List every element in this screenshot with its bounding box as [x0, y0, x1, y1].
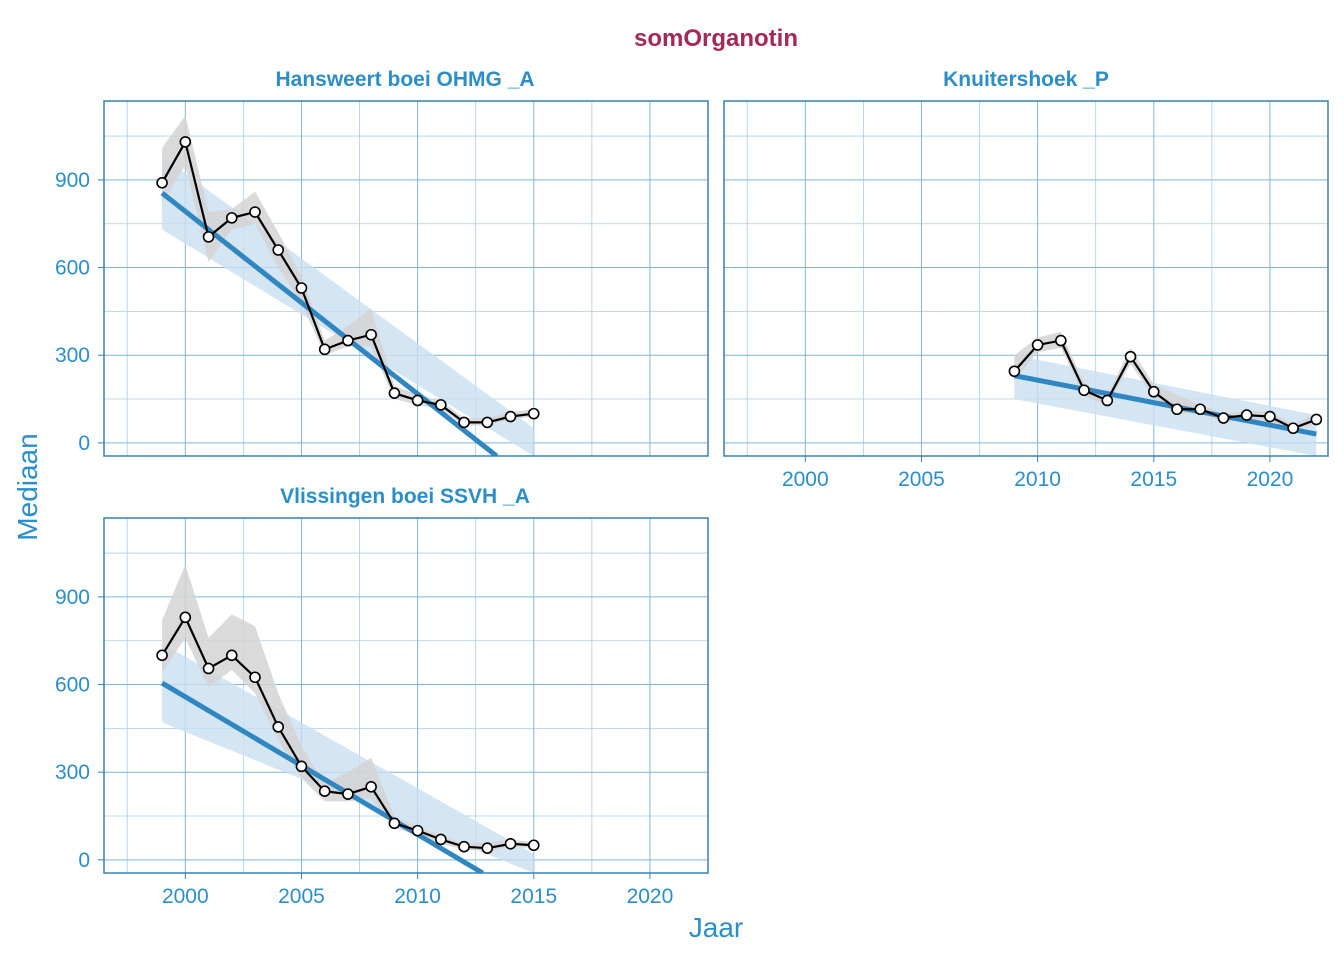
median-point	[156, 177, 168, 189]
median-point	[527, 839, 540, 852]
median-point	[342, 334, 354, 347]
median-point	[295, 760, 308, 773]
median-point	[504, 837, 517, 850]
facet-panel-vlissingen: Vlissingen boei SSVH _A 0 300 600 900 2000 20…	[55, 485, 709, 908]
median-point	[1101, 394, 1114, 407]
median-point	[1194, 403, 1207, 416]
y-tick-label: 300	[55, 344, 90, 367]
median-point	[202, 662, 215, 675]
median-point	[388, 817, 401, 830]
plot-area	[156, 564, 540, 873]
median-point	[249, 206, 261, 218]
facet-panel-hansweert: Hansweert boei OHMG _A 0 300 600 900	[55, 68, 709, 457]
median-point	[1078, 384, 1090, 397]
y-tick-label: 600	[55, 257, 90, 280]
median-point	[272, 721, 285, 733]
median-point	[272, 244, 285, 256]
x-tick-label: 2015	[510, 885, 557, 908]
y-tick-label: 0	[78, 432, 90, 455]
median-point	[1124, 350, 1137, 363]
median-point	[435, 399, 447, 411]
median-point	[1217, 412, 1230, 424]
facet-panel-knuitershoek: Knuitershoek _P 2000 2005 2010 2015 2020	[723, 68, 1329, 491]
median-point	[225, 649, 238, 662]
y-tick-label: 300	[55, 761, 90, 784]
median-point	[481, 416, 494, 429]
x-tick-label: 2010	[394, 885, 441, 908]
facet-title: Hansweert boei OHMG _A	[275, 68, 534, 91]
median-point	[388, 387, 401, 399]
median-point	[458, 416, 470, 429]
median-point	[225, 212, 238, 224]
trend-line	[160, 680, 484, 873]
median-point	[1008, 365, 1021, 378]
median-point	[365, 328, 377, 341]
observed-band	[162, 115, 534, 426]
plot-area	[156, 115, 540, 456]
median-point	[1031, 339, 1044, 351]
panel-frame	[723, 100, 1329, 457]
median-point	[318, 343, 331, 356]
median-point	[1147, 385, 1160, 398]
x-tick-label: 2020	[627, 885, 674, 908]
y-tick-label: 0	[78, 849, 90, 872]
median-point	[179, 611, 192, 624]
x-tick-label: 2005	[278, 885, 325, 908]
median-point	[411, 824, 424, 837]
median-point	[1287, 422, 1299, 435]
median-point	[481, 842, 494, 854]
observed-band	[162, 564, 534, 852]
median-point	[1264, 410, 1276, 423]
median-point	[1310, 413, 1323, 426]
median-point	[411, 394, 424, 407]
median-point	[458, 840, 470, 853]
median-point	[1240, 409, 1253, 421]
y-axis-title: Mediaan	[12, 433, 43, 540]
trend-confidence-band	[162, 156, 534, 456]
panel-frame	[103, 100, 709, 457]
panel-frame	[103, 517, 709, 874]
x-tick-label: 2020	[1247, 468, 1294, 491]
median-point	[365, 781, 377, 793]
observed-band	[1014, 331, 1317, 432]
chart-title: somOrganotin	[634, 25, 798, 52]
y-tick-label: 900	[55, 169, 90, 192]
median-point	[435, 833, 447, 846]
median-point	[318, 785, 331, 797]
median-point	[1171, 403, 1183, 416]
x-tick-label: 2010	[1014, 468, 1061, 491]
median-point	[249, 671, 261, 684]
x-tick-label: 2000	[782, 468, 829, 491]
facet-title: Vlissingen boei SSVH _A	[280, 485, 530, 508]
x-axis-title: Jaar	[689, 912, 743, 943]
median-point	[202, 231, 215, 243]
facet-title: Knuitershoek _P	[943, 68, 1109, 91]
median-point	[527, 407, 540, 420]
trend-confidence-band	[162, 643, 534, 873]
x-tick-label: 2015	[1130, 468, 1177, 491]
plot-area	[1008, 331, 1323, 456]
median-point	[1055, 334, 1067, 347]
y-tick-label: 900	[55, 586, 90, 609]
x-tick-label: 2000	[162, 885, 209, 908]
median-point	[342, 788, 354, 800]
median-point	[504, 410, 517, 423]
median-point	[179, 136, 192, 148]
y-tick-label: 600	[55, 674, 90, 697]
x-tick-label: 2005	[898, 468, 945, 491]
trend-line	[1013, 373, 1317, 437]
median-point	[156, 649, 168, 662]
median-point	[295, 282, 308, 294]
trend-line	[160, 191, 499, 456]
median-line	[161, 138, 534, 424]
